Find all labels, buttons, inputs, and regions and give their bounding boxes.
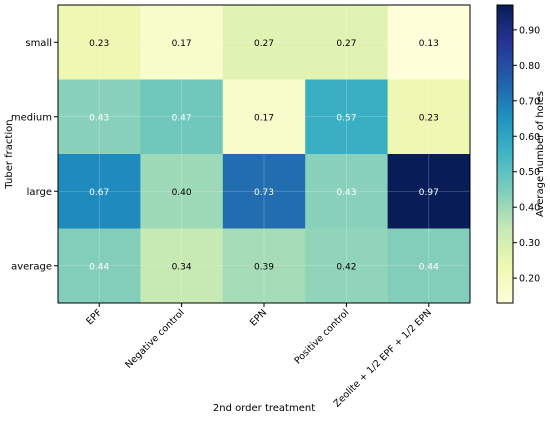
y-axis-ticks: small medium large average xyxy=(11,38,58,272)
cell-value-label: 0.17 xyxy=(172,39,192,49)
cell-value-label: 0.40 xyxy=(172,188,192,198)
colorbar-tick-label: 0.20 xyxy=(519,274,540,285)
x-axis-ticks: EPF Negative control EPN Positive controlZe… xyxy=(84,303,434,410)
cell-value-label: 0.34 xyxy=(172,262,192,272)
x-tick-label: EPN xyxy=(248,307,269,328)
y-tick-label: medium xyxy=(11,112,52,123)
colorbar-label: Average number of holes xyxy=(535,91,546,217)
colorbar-gradient xyxy=(496,4,514,304)
heatmap-cell xyxy=(140,79,224,155)
colorbar-tick-label: 0.80 xyxy=(519,61,540,72)
y-tick-label: large xyxy=(27,187,52,198)
heatmap-cell xyxy=(140,5,224,80)
cell-value-label: 0.27 xyxy=(336,39,356,49)
heatmap-cell xyxy=(140,228,224,304)
colorbar-tick-label: 0.30 xyxy=(519,238,540,249)
heatmap-cell xyxy=(305,228,389,304)
x-axis-label: 2nd order treatment xyxy=(213,403,315,414)
heatmap-cell xyxy=(222,154,306,229)
cell-value-label: 0.13 xyxy=(419,39,439,49)
y-axis-label: Tuber fraction xyxy=(4,119,15,189)
cell-value-label: 0.27 xyxy=(254,39,274,49)
cell-value-label: 0.39 xyxy=(254,262,274,272)
heatmap-cell xyxy=(387,228,471,304)
cell-value-label: 0.44 xyxy=(89,262,109,272)
cell-value-label: 0.23 xyxy=(89,39,109,49)
x-tick-label: Zeolite + 1/2 EPF + 1/2 EPN xyxy=(332,307,434,409)
cell-value-label: 0.43 xyxy=(89,113,109,123)
heatmap-cell xyxy=(222,79,306,155)
x-tick-label: EPF xyxy=(84,307,104,327)
cell-value-label: 0.67 xyxy=(89,188,109,198)
cell-value-label: 0.47 xyxy=(172,113,192,123)
cell-value-label: 0.42 xyxy=(336,262,356,272)
cell-value-label: 0.57 xyxy=(336,113,356,123)
colorbar-tick-label: 0.50 xyxy=(519,167,540,178)
heatmap-cell xyxy=(58,154,141,229)
y-tick-label: small xyxy=(25,38,52,49)
heatmap-cells xyxy=(58,5,471,304)
cell-value-label: 0.44 xyxy=(419,262,439,272)
colorbar-tick-label: 0.70 xyxy=(519,96,540,107)
gridlines xyxy=(58,5,470,303)
heatmap-cell xyxy=(140,154,224,229)
heatmap-cell xyxy=(305,5,389,80)
heatmap-cell xyxy=(58,5,141,80)
heatmap-cell xyxy=(387,5,471,80)
heatmap-cell xyxy=(305,154,389,229)
heatmap-cell xyxy=(305,79,389,155)
y-tick-label: average xyxy=(11,261,52,272)
colorbar: 0.20 0.30 0.40 0.50 0.60 0.70 0.80 0.90 Average… xyxy=(496,4,546,304)
cell-value-label: 0.43 xyxy=(336,188,356,198)
colorbar-tick-label: 0.40 xyxy=(519,203,540,214)
cell-value-label: 0.97 xyxy=(419,188,439,198)
heatmap-cell xyxy=(387,79,471,155)
heatmap-cell xyxy=(222,5,306,80)
heatmap-cell xyxy=(58,79,141,155)
cell-value-label: 0.73 xyxy=(254,188,274,198)
cell-value-label: 0.23 xyxy=(419,113,439,123)
cell-value-label: 0.17 xyxy=(254,113,274,123)
x-tick-label: Positive control xyxy=(292,307,351,366)
colorbar-tick-label: 0.90 xyxy=(519,25,540,36)
colorbar-ticks: 0.20 0.30 0.40 0.50 0.60 0.70 0.80 0.90 xyxy=(513,25,540,285)
x-tick-label: Negative control xyxy=(123,307,186,370)
heatmap-cell xyxy=(387,154,471,229)
colorbar-tick-label: 0.60 xyxy=(519,132,540,143)
cell-value-labels: 0.23 0.17 0.27 0.27 0.13 0.43 0.47 0.17 0.57 0.23… xyxy=(89,39,439,273)
heatmap-cell xyxy=(58,228,141,304)
heatmap-cell xyxy=(222,228,306,304)
